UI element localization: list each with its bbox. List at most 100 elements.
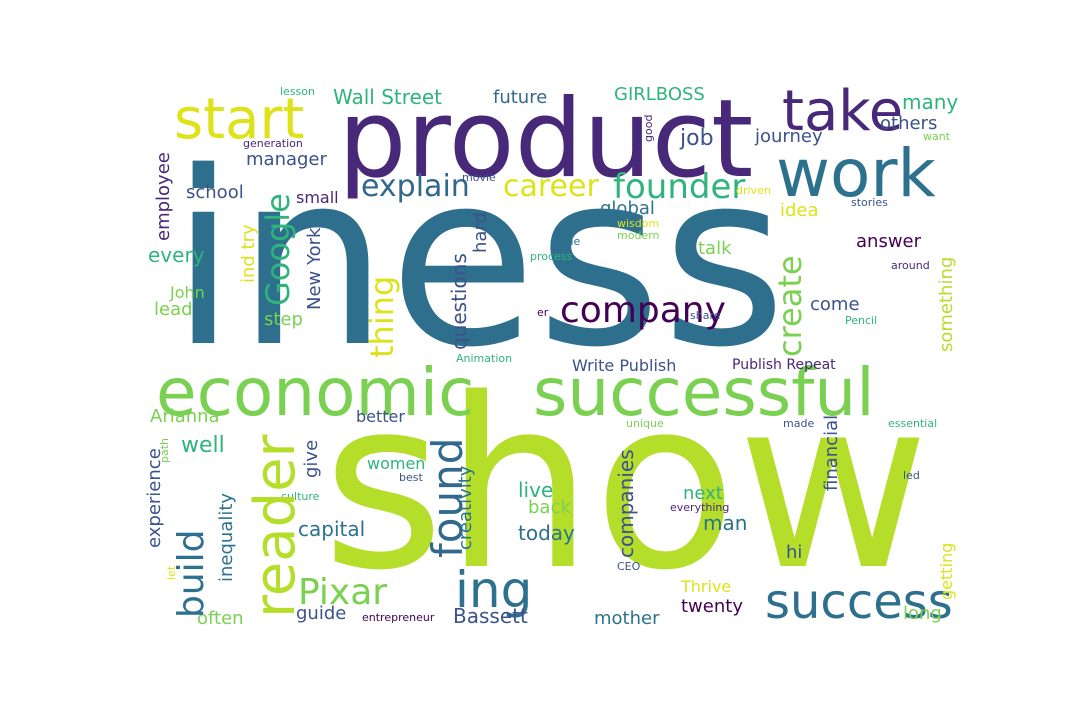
word-school: school <box>186 182 244 203</box>
word-made: made <box>783 417 815 430</box>
word-idea: idea <box>780 200 819 221</box>
word-financial: financial <box>821 414 842 491</box>
word-economic: economic <box>156 354 475 431</box>
word-build: explain <box>361 169 470 204</box>
word-unique: unique <box>626 417 664 430</box>
word-came: came <box>550 235 581 248</box>
word-ceo: CEO <box>617 560 641 573</box>
word-come: come <box>810 294 860 315</box>
word-manager: manager <box>246 149 327 170</box>
word-success: ing <box>455 561 533 619</box>
word-arianna: Arianna <box>150 406 220 427</box>
word-lead: lead <box>154 299 193 320</box>
word-long: long <box>903 603 942 624</box>
word-process: process <box>530 250 573 263</box>
word-essential: essential <box>888 417 938 430</box>
word-around: around <box>891 259 930 272</box>
word-often: often <box>197 608 244 629</box>
word-take: start <box>174 87 305 152</box>
word-product: product <box>338 77 754 202</box>
word-pixar: success <box>765 574 953 630</box>
word-lesson: lesson <box>280 85 315 98</box>
word-give: give <box>301 439 322 478</box>
word-companies: companies <box>614 449 638 558</box>
word-experience: experience <box>144 448 165 548</box>
word-today: today <box>518 521 575 545</box>
word-show: show <box>322 349 930 622</box>
word-publish-repeat: Publish Repeat <box>732 357 836 373</box>
word-girlboss: GIRLBOSS <box>614 84 705 105</box>
word-others: others <box>880 113 938 134</box>
word-twenty: twenty <box>681 596 743 617</box>
word-founder: company <box>560 290 726 331</box>
word-mother: mother <box>594 608 660 629</box>
word-thrive: Thrive <box>681 577 732 596</box>
word-modern: modern <box>617 229 660 242</box>
word-global: global <box>600 198 655 219</box>
word-hard: hard <box>470 212 491 253</box>
word-every: every <box>148 243 205 267</box>
word-generation: generation <box>243 137 303 150</box>
word-led: led <box>903 469 920 482</box>
word-hi: hi <box>786 542 803 563</box>
word-john: John <box>170 283 205 302</box>
word-let: let <box>165 565 178 580</box>
word-bassett: Bassett <box>453 604 528 628</box>
word-successful: successful <box>533 354 875 431</box>
word-many: many <box>902 90 959 114</box>
word-ing: take <box>782 79 904 144</box>
word-well: well <box>181 433 225 458</box>
word-explain: build <box>171 529 212 618</box>
word-movie: movie <box>462 171 496 184</box>
word-live: live <box>518 478 554 502</box>
word-answer: answer <box>856 231 922 252</box>
word-driven: driven <box>736 184 771 197</box>
word-reader: founder <box>613 167 746 207</box>
word-company: Pixar <box>298 572 388 613</box>
word-wall-street: Wall Street <box>333 85 442 109</box>
word-entrepreneur: entrepreneur <box>362 611 435 624</box>
word-small: small <box>296 188 339 207</box>
word-man: man <box>703 511 748 535</box>
word-best: best <box>399 471 423 484</box>
word-something: something <box>936 256 957 352</box>
word-step: step <box>264 309 303 330</box>
word-pencil: Pencil <box>845 314 878 327</box>
word-job: job <box>680 126 714 151</box>
word-everything: everything <box>670 501 730 514</box>
word-inequality: inequality <box>216 492 237 582</box>
word-thing: thing <box>363 275 401 358</box>
word-google: Google <box>259 193 297 306</box>
word-women: women <box>367 454 426 473</box>
word-guide: guide <box>296 603 347 624</box>
word-animation: Animation <box>456 352 513 365</box>
word-questions: questions <box>447 253 471 350</box>
word-new-york: New York <box>304 227 325 310</box>
word-wisdom: wisdom <box>617 217 660 230</box>
word-stories: stories <box>851 196 888 209</box>
word-path: path <box>158 437 171 463</box>
word-future: future <box>493 87 548 108</box>
word-er: er <box>537 306 549 319</box>
word-culture: culture <box>281 490 320 503</box>
word-good: good <box>642 114 655 142</box>
word-next: next <box>683 483 723 504</box>
word-ind-try: ind try <box>238 224 259 283</box>
word-share: share <box>690 309 721 322</box>
word-want: want <box>923 130 951 143</box>
word-found: career <box>503 169 599 204</box>
word-work: work <box>776 135 936 212</box>
word-iness: iness <box>170 120 787 400</box>
word-journey: journey <box>755 126 823 147</box>
word-employee: employee <box>153 152 174 241</box>
word-talk: talk <box>698 238 732 259</box>
word-capital: capital <box>298 517 366 541</box>
word-better: better <box>356 407 405 426</box>
word-create: create <box>771 255 809 357</box>
word-getting: getting <box>937 542 956 600</box>
word-start: reader <box>243 434 308 618</box>
word-creativity: creativity <box>455 465 476 550</box>
word-back: back <box>528 497 571 518</box>
word-write-publish: Write Publish <box>572 356 677 375</box>
